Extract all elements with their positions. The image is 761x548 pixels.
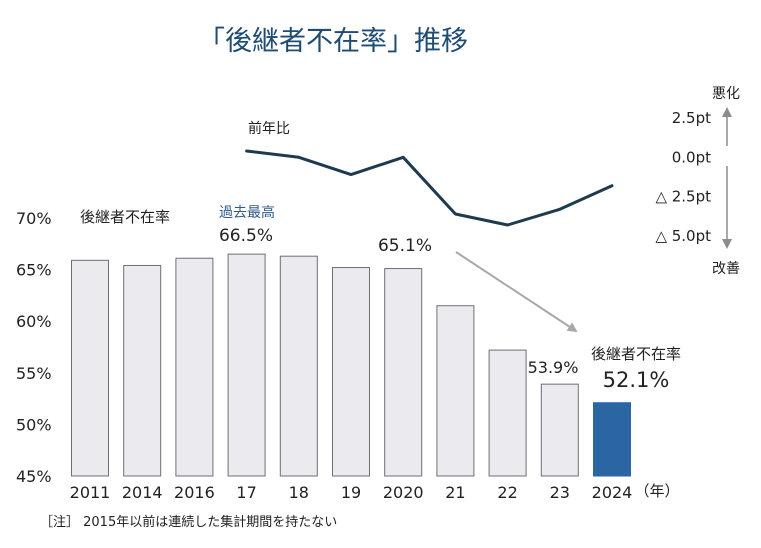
value-2020-label: 65.1%: [378, 236, 432, 256]
record-label: 過去最高: [219, 204, 275, 221]
x-axis-unit: （年）: [634, 482, 679, 500]
x-tick-label: 19: [341, 483, 361, 502]
trend-arrow: [455, 251, 578, 333]
y-tick-label: 45%: [16, 467, 52, 486]
x-tick-label: 2016: [174, 483, 215, 502]
bar: [540, 383, 579, 477]
x-tick-label: 2014: [122, 483, 163, 502]
bar: [279, 255, 318, 477]
y-tick-label: 65%: [16, 261, 52, 280]
worse-label: 悪化: [712, 86, 740, 102]
x-axis: 2011 2014 2016 17 18 19 2020 21 22 23 2024: [70, 483, 633, 502]
bar: [71, 259, 109, 477]
record-value-label: 66.5%: [219, 226, 273, 246]
yoy-line: [245, 149, 614, 227]
better-label: 改善: [712, 261, 740, 277]
footnote: ［注］ 2015年以前は連続した集計期間を持たない: [40, 514, 337, 530]
x-tick-label: 2011: [70, 483, 111, 502]
value-2023-label: 53.9%: [528, 358, 579, 377]
bar: [488, 349, 527, 477]
bar: [123, 264, 162, 477]
y-tick-label: 60%: [16, 312, 52, 331]
chart-title: 「後継者不在率」推移: [198, 26, 468, 57]
x-tick-label: 17: [236, 483, 256, 502]
line-tick-label: △ 2.5pt: [655, 188, 711, 206]
line-series-label: 前年比: [248, 120, 290, 137]
bar-highlight: [593, 402, 631, 477]
bar-y-axis: 70% 65% 60% 55% 50% 45%: [16, 209, 52, 486]
x-tick-label: 2024: [592, 483, 633, 502]
x-tick-label: 23: [550, 483, 570, 502]
x-tick-label: 22: [497, 483, 517, 502]
x-tick-label: 2020: [383, 483, 424, 502]
bar: [332, 267, 370, 477]
line-tick-label: 0.0pt: [672, 148, 711, 166]
bar: [227, 253, 266, 477]
bar: [175, 257, 214, 477]
bar: [384, 268, 423, 477]
latest-value-label: 52.1%: [603, 368, 670, 392]
y-tick-label: 55%: [16, 364, 52, 383]
y-tick-label: 50%: [16, 415, 52, 434]
line-y-axis: 2.5pt 0.0pt △ 2.5pt △ 5.0pt: [655, 109, 711, 245]
line-tick-label: △ 5.0pt: [655, 227, 711, 245]
x-tick-label: 18: [289, 483, 309, 502]
bar-series: [71, 253, 631, 477]
x-tick-label: 21: [445, 483, 465, 502]
bar-series-label: 後継者不在率: [80, 208, 170, 226]
y-tick-label: 70%: [16, 209, 52, 228]
line-tick-label: 2.5pt: [672, 109, 711, 127]
latest-label: 後継者不在率: [591, 345, 681, 363]
bar: [436, 305, 475, 477]
